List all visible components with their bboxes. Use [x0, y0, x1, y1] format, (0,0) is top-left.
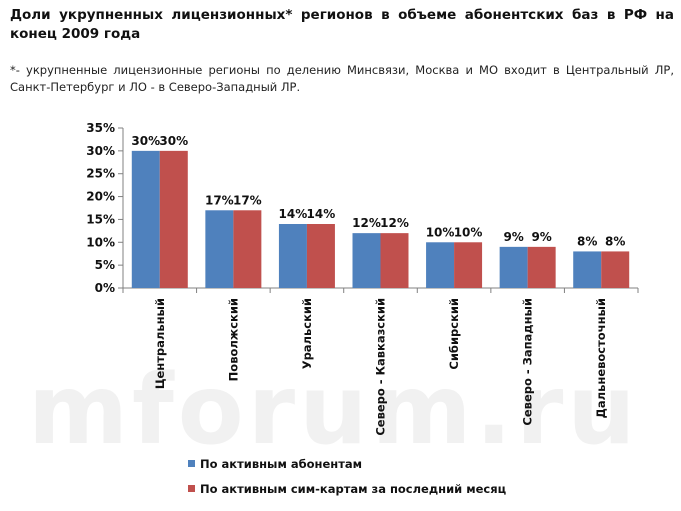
y-tick-label: 10%	[86, 235, 115, 249]
chart-footnote: *- укрупненные лицензионные регионы по д…	[10, 63, 674, 94]
bar	[278, 224, 307, 288]
bar	[454, 242, 483, 288]
bar	[573, 251, 602, 288]
data-label: 9%	[531, 230, 551, 244]
legend-swatch	[188, 485, 195, 492]
category-label: Уральский	[300, 298, 314, 369]
bar	[306, 224, 335, 288]
y-tick-label: 25%	[86, 167, 115, 181]
data-label: 30%	[159, 134, 188, 148]
legend: По активным абонентам По активным сим-кар…	[188, 457, 507, 496]
category-labels: Центральный Поволжский Уральский Северо - К…	[153, 298, 608, 436]
bars	[131, 150, 630, 288]
x-axis	[122, 287, 639, 293]
data-labels: 30% 30% 17% 17% 14% 14% 12% 12% 10% 10% 9% 9% 8% 8%	[131, 134, 625, 249]
data-label: 17%	[233, 193, 262, 207]
bar	[601, 251, 630, 288]
bar	[527, 246, 556, 288]
y-tick-label: 0%	[95, 281, 115, 295]
data-label: 12%	[380, 216, 409, 230]
data-label: 10%	[454, 225, 483, 239]
legend-label: По активным абонентам	[200, 457, 362, 471]
category-label: Поволжский	[226, 298, 240, 381]
data-label: 8%	[577, 234, 597, 248]
chart-title: Доли укрупненных лицензионных* регионов …	[10, 7, 674, 42]
data-label: 14%	[279, 207, 308, 221]
category-label: Центральный	[153, 298, 167, 389]
bar	[131, 150, 160, 288]
bar	[159, 150, 188, 288]
legend-swatch	[188, 460, 195, 467]
data-label: 8%	[605, 234, 625, 248]
data-label: 10%	[426, 225, 455, 239]
y-tick-label: 30%	[86, 144, 115, 158]
y-tick-label: 35%	[86, 121, 115, 135]
bar	[233, 210, 262, 288]
y-tick-label: 15%	[86, 212, 115, 226]
bar	[380, 233, 409, 288]
data-label: 17%	[205, 193, 234, 207]
data-label: 12%	[352, 216, 381, 230]
data-label: 14%	[307, 207, 336, 221]
data-label: 30%	[131, 134, 160, 148]
bar	[352, 233, 381, 288]
bar	[205, 210, 234, 288]
category-label: Дальневосточный	[594, 298, 608, 418]
bar	[426, 242, 455, 288]
y-tick-label: 5%	[95, 258, 115, 272]
data-label: 9%	[503, 230, 523, 244]
category-label: Северо - Западный	[521, 298, 535, 426]
category-label: Сибирский	[447, 298, 461, 370]
y-axis: 0% 5% 10% 15% 20% 25% 30% 35%	[86, 121, 124, 295]
y-tick-label: 20%	[86, 190, 115, 204]
category-label: Северо - Кавказский	[374, 298, 388, 436]
legend-label: По активным сим-картам за последний меся…	[200, 482, 507, 496]
bar	[499, 246, 528, 288]
